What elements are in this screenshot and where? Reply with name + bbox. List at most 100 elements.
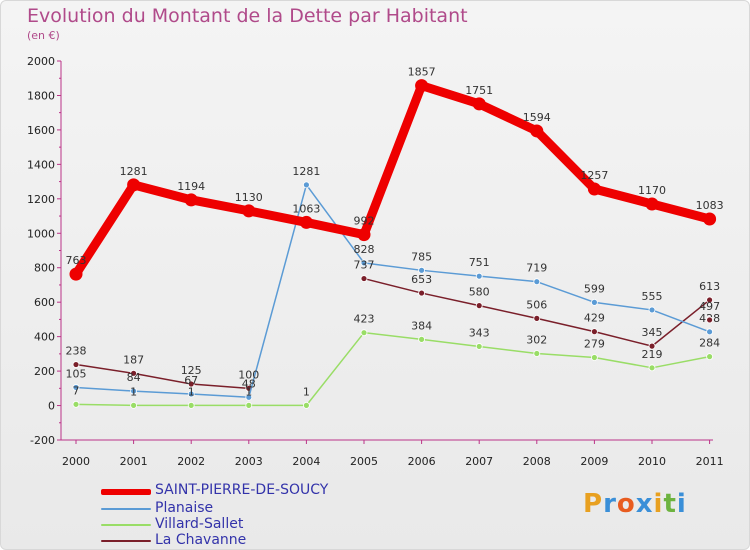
logo-letter-x: x <box>635 489 654 519</box>
data-label-planaise: 67 <box>184 374 198 387</box>
data-point-villard-sallet <box>302 401 310 409</box>
logo-letter-p: P <box>583 489 604 519</box>
data-label-planaise: 751 <box>469 256 490 269</box>
data-label-planaise: 555 <box>642 290 663 303</box>
data-point-planaise <box>130 387 138 395</box>
data-label-villard-sallet: 384 <box>411 319 432 332</box>
data-label-villard-sallet: 1 <box>245 385 252 398</box>
y-tick-label: -200 <box>30 434 55 447</box>
data-label-villard-sallet: 343 <box>469 326 490 339</box>
data-label-villard-sallet: 302 <box>526 334 547 347</box>
legend-item-la-chavanne: La Chavanne <box>101 532 341 549</box>
x-tick-label: 2008 <box>523 455 551 468</box>
data-label-la-chavanne: 187 <box>123 353 144 366</box>
x-tick-label: 2011 <box>696 455 724 468</box>
data-label-saint-pierre-de-soucy: 1130 <box>235 191 263 204</box>
data-point-saint-pierre-de-soucy <box>184 193 198 207</box>
data-label-planaise: 48 <box>242 377 256 390</box>
data-point-saint-pierre-de-soucy <box>127 178 141 192</box>
data-label-villard-sallet: 1 <box>130 385 137 398</box>
data-point-villard-sallet <box>533 350 541 357</box>
y-tick-label: 2000 <box>27 55 55 68</box>
y-tick-label: 1200 <box>27 193 55 206</box>
chart-title: Evolution du Montant de la Dette par Hab… <box>27 5 468 27</box>
data-label-la-chavanne: 737 <box>354 259 375 272</box>
data-point-saint-pierre-de-soucy <box>242 204 256 218</box>
data-point-la-chavanne <box>72 361 80 368</box>
data-point-la-chavanne <box>706 296 713 304</box>
data-label-la-chavanne: 506 <box>526 298 547 311</box>
series-line-planaise <box>75 184 711 399</box>
data-point-saint-pierre-de-soucy <box>587 182 601 196</box>
data-label-saint-pierre-de-soucy: 1063 <box>292 202 320 215</box>
data-label-planaise: 1281 <box>292 165 320 178</box>
data-point-villard-sallet <box>706 353 713 361</box>
data-point-villard-sallet <box>187 401 195 409</box>
data-point-villard-sallet <box>72 400 80 408</box>
data-label-planaise: 105 <box>66 367 87 380</box>
data-point-la-chavanne <box>360 275 368 282</box>
data-label-saint-pierre-de-soucy: 1257 <box>580 169 608 182</box>
data-point-planaise <box>72 384 80 391</box>
data-label-saint-pierre-de-soucy: 1194 <box>177 180 205 193</box>
data-label-planaise: 719 <box>526 262 547 275</box>
data-label-planaise: 599 <box>584 282 605 295</box>
legend-label-la-chavanne: La Chavanne <box>155 532 247 548</box>
data-point-saint-pierre-de-soucy <box>703 212 717 226</box>
data-point-planaise <box>302 181 310 189</box>
logo-letter-i-2: i <box>676 489 687 519</box>
data-point-villard-sallet <box>130 401 138 409</box>
data-point-saint-pierre-de-soucy <box>69 267 83 281</box>
data-point-saint-pierre-de-soucy <box>472 97 486 111</box>
data-point-saint-pierre-de-soucy <box>415 79 429 93</box>
legend-swatch-la-chavanne <box>101 540 151 542</box>
data-label-saint-pierre-de-soucy: 763 <box>66 254 87 267</box>
x-tick-label: 2007 <box>465 455 493 468</box>
legend-swatch-villard-sallet <box>101 524 151 526</box>
x-tick-label: 2004 <box>292 455 320 468</box>
logo-letter-o: o <box>616 489 636 519</box>
data-point-planaise <box>360 259 368 267</box>
data-point-villard-sallet <box>360 329 368 337</box>
series-line-villard-sallet <box>75 331 711 407</box>
x-tick-label: 2006 <box>408 455 436 468</box>
data-label-villard-sallet: 1 <box>188 385 195 398</box>
data-label-saint-pierre-de-soucy: 1751 <box>465 84 493 97</box>
data-label-saint-pierre-de-soucy: 1083 <box>696 199 724 212</box>
data-label-extra: 497 <box>699 300 720 313</box>
data-label-planaise: 785 <box>411 250 432 263</box>
x-tick-label: 2009 <box>580 455 608 468</box>
data-label-la-chavanne: 580 <box>469 286 490 299</box>
chart-unit-label: (en €) <box>27 29 60 42</box>
data-label-la-chavanne: 238 <box>66 345 87 358</box>
data-point-planaise <box>591 298 598 306</box>
legend-item-saint-pierre-de-soucy: SAINT-PIERRE-DE-SOUCY <box>101 482 341 499</box>
data-point-saint-pierre-de-soucy <box>530 124 544 138</box>
data-point-la-chavanne <box>533 314 541 322</box>
data-point-villard-sallet <box>475 343 483 350</box>
y-tick-label: 400 <box>34 331 55 344</box>
data-label-villard-sallet: 279 <box>584 337 605 350</box>
y-tick-label: 0 <box>48 400 55 413</box>
x-tick-label: 2003 <box>235 455 263 468</box>
data-point-planaise <box>648 306 656 314</box>
data-label-la-chavanne: 125 <box>181 364 202 377</box>
logo-letter-i: i <box>653 489 664 519</box>
data-label-villard-sallet: 1 <box>303 385 310 398</box>
data-point-saint-pierre-de-soucy <box>299 215 313 229</box>
data-point-saint-pierre-de-soucy <box>645 197 659 211</box>
legend-swatch-saint-pierre-de-soucy <box>101 489 151 495</box>
data-label-saint-pierre-de-soucy: 1281 <box>120 165 148 178</box>
data-point-la-chavanne <box>591 328 598 336</box>
data-label-la-chavanne: 345 <box>642 326 663 339</box>
legend-item-planaise: Planaise <box>101 500 341 517</box>
data-label-la-chavanne: 429 <box>584 312 605 325</box>
data-label-la-chavanne: 100 <box>238 368 259 381</box>
data-label-planaise: 84 <box>127 371 141 384</box>
x-tick-label: 2005 <box>350 455 378 468</box>
data-point-planaise <box>418 266 426 274</box>
x-tick-label: 2001 <box>120 455 148 468</box>
y-tick-label: 200 <box>34 365 55 378</box>
logo-letter-t: t <box>663 489 677 519</box>
